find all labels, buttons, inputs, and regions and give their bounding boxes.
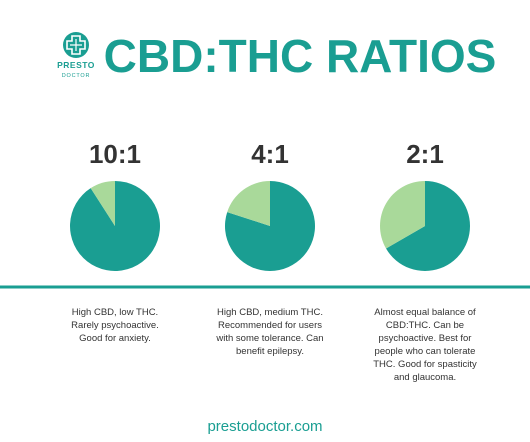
footer-link: prestodoctor.com <box>207 418 322 435</box>
logo-icon <box>63 32 89 58</box>
pie-slice <box>90 181 115 226</box>
logo-text: PRESTO <box>57 60 95 70</box>
pie-slice <box>69 181 160 271</box>
pie-slice <box>386 181 471 271</box>
pie-title: 2:1 <box>406 139 444 169</box>
title: CBD:THC RATIOS <box>104 30 497 82</box>
pie-slice <box>227 181 270 226</box>
description: Almost equal balance of CBD:THC. Can be … <box>373 307 477 383</box>
pie-title: 10:1 <box>89 139 141 169</box>
description: High CBD, low THC. Rarely psychoactive. … <box>71 307 159 344</box>
description: High CBD, medium THC. Recommended for us… <box>216 307 324 357</box>
pie-slice <box>380 181 425 249</box>
pie-title: 4:1 <box>251 139 289 169</box>
logo-text: DOCTOR <box>62 73 91 79</box>
